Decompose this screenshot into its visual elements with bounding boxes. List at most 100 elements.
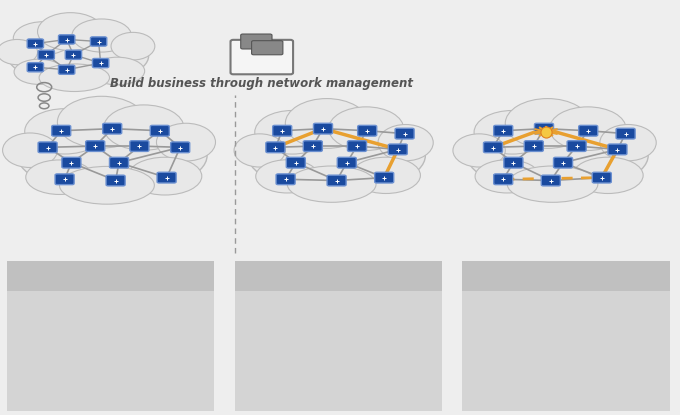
Ellipse shape (467, 120, 648, 192)
Text: TE link auto-discovery: TE link auto-discovery (18, 349, 153, 359)
Ellipse shape (39, 64, 109, 91)
Ellipse shape (248, 120, 426, 192)
Ellipse shape (128, 157, 202, 195)
FancyBboxPatch shape (276, 174, 295, 185)
Text: Automatic recovery: Automatic recovery (492, 270, 640, 283)
FancyBboxPatch shape (534, 123, 554, 134)
FancyBboxPatch shape (303, 141, 322, 151)
FancyBboxPatch shape (109, 157, 129, 168)
FancyBboxPatch shape (494, 174, 513, 185)
Ellipse shape (24, 109, 105, 154)
FancyBboxPatch shape (252, 41, 283, 55)
Text: Control link auto-discovery: Control link auto-discovery (18, 325, 184, 334)
FancyBboxPatch shape (90, 37, 107, 46)
Text: routes: routes (245, 325, 285, 334)
Ellipse shape (507, 166, 598, 202)
Ellipse shape (90, 57, 145, 85)
FancyBboxPatch shape (524, 141, 543, 151)
Text: Ability to reroute and recover: Ability to reroute and recover (473, 300, 656, 310)
FancyBboxPatch shape (241, 34, 272, 49)
Text: Topology auto-discovery: Topology auto-discovery (18, 373, 167, 383)
FancyBboxPatch shape (235, 291, 442, 411)
Ellipse shape (72, 19, 131, 52)
FancyBboxPatch shape (106, 175, 125, 186)
FancyBboxPatch shape (567, 141, 586, 151)
FancyBboxPatch shape (231, 40, 293, 74)
Ellipse shape (475, 160, 539, 193)
FancyBboxPatch shape (273, 125, 292, 136)
Ellipse shape (256, 160, 319, 193)
Ellipse shape (14, 22, 73, 55)
Ellipse shape (57, 96, 146, 148)
FancyBboxPatch shape (103, 123, 122, 134)
FancyBboxPatch shape (616, 128, 635, 139)
FancyBboxPatch shape (92, 59, 109, 68)
Ellipse shape (287, 166, 376, 202)
FancyBboxPatch shape (313, 123, 333, 134)
FancyBboxPatch shape (608, 144, 627, 155)
FancyBboxPatch shape (7, 261, 214, 291)
FancyBboxPatch shape (38, 50, 54, 59)
Ellipse shape (7, 28, 149, 84)
FancyBboxPatch shape (375, 172, 394, 183)
Text: Auto-connection building: Auto-connection building (244, 270, 432, 283)
FancyBboxPatch shape (541, 175, 560, 186)
FancyBboxPatch shape (150, 125, 169, 136)
FancyBboxPatch shape (38, 142, 57, 153)
Ellipse shape (37, 12, 103, 51)
Text: Build business through network management: Build business through network managemen… (110, 77, 413, 90)
FancyBboxPatch shape (266, 142, 285, 153)
FancyBboxPatch shape (7, 291, 214, 411)
Ellipse shape (549, 107, 626, 151)
Ellipse shape (600, 124, 656, 161)
Ellipse shape (104, 105, 184, 150)
FancyBboxPatch shape (337, 157, 356, 168)
FancyBboxPatch shape (27, 39, 44, 48)
FancyBboxPatch shape (27, 63, 44, 72)
FancyBboxPatch shape (388, 144, 407, 155)
Text: INU auto-discovery: INU auto-discovery (18, 300, 135, 310)
FancyBboxPatch shape (171, 142, 190, 153)
FancyBboxPatch shape (579, 125, 598, 136)
Ellipse shape (26, 160, 93, 195)
Ellipse shape (505, 99, 590, 148)
Ellipse shape (156, 123, 216, 161)
FancyBboxPatch shape (327, 175, 346, 186)
FancyBboxPatch shape (55, 174, 74, 185)
FancyBboxPatch shape (554, 157, 573, 168)
FancyBboxPatch shape (58, 65, 75, 74)
FancyBboxPatch shape (86, 141, 105, 151)
FancyBboxPatch shape (286, 157, 305, 168)
Text: Auto-discovery: Auto-discovery (54, 270, 167, 283)
Ellipse shape (286, 99, 368, 148)
FancyBboxPatch shape (235, 261, 442, 291)
FancyBboxPatch shape (52, 125, 71, 136)
Ellipse shape (378, 124, 433, 161)
FancyBboxPatch shape (157, 172, 176, 183)
FancyBboxPatch shape (395, 128, 414, 139)
Text: Automatic return to original: Automatic return to original (473, 349, 645, 359)
Ellipse shape (14, 59, 64, 84)
Text: route after fault elimination: route after fault elimination (473, 373, 645, 383)
FancyBboxPatch shape (65, 50, 82, 59)
Ellipse shape (573, 157, 643, 193)
Ellipse shape (17, 118, 207, 193)
Text: after fiber loss: after fiber loss (473, 325, 564, 334)
FancyBboxPatch shape (592, 172, 611, 183)
FancyBboxPatch shape (462, 261, 670, 291)
FancyBboxPatch shape (494, 125, 513, 136)
FancyBboxPatch shape (347, 141, 367, 151)
Text: Auto calculation of service: Auto calculation of service (245, 300, 409, 310)
FancyBboxPatch shape (504, 157, 523, 168)
Ellipse shape (474, 110, 551, 154)
FancyBboxPatch shape (483, 142, 503, 153)
Ellipse shape (255, 110, 330, 154)
Ellipse shape (453, 134, 505, 167)
FancyBboxPatch shape (462, 291, 670, 411)
Ellipse shape (234, 134, 286, 167)
FancyBboxPatch shape (62, 157, 81, 168)
FancyBboxPatch shape (358, 125, 377, 136)
Ellipse shape (3, 133, 57, 168)
FancyBboxPatch shape (58, 35, 75, 44)
Text: Auto service path creation: Auto service path creation (245, 349, 408, 359)
